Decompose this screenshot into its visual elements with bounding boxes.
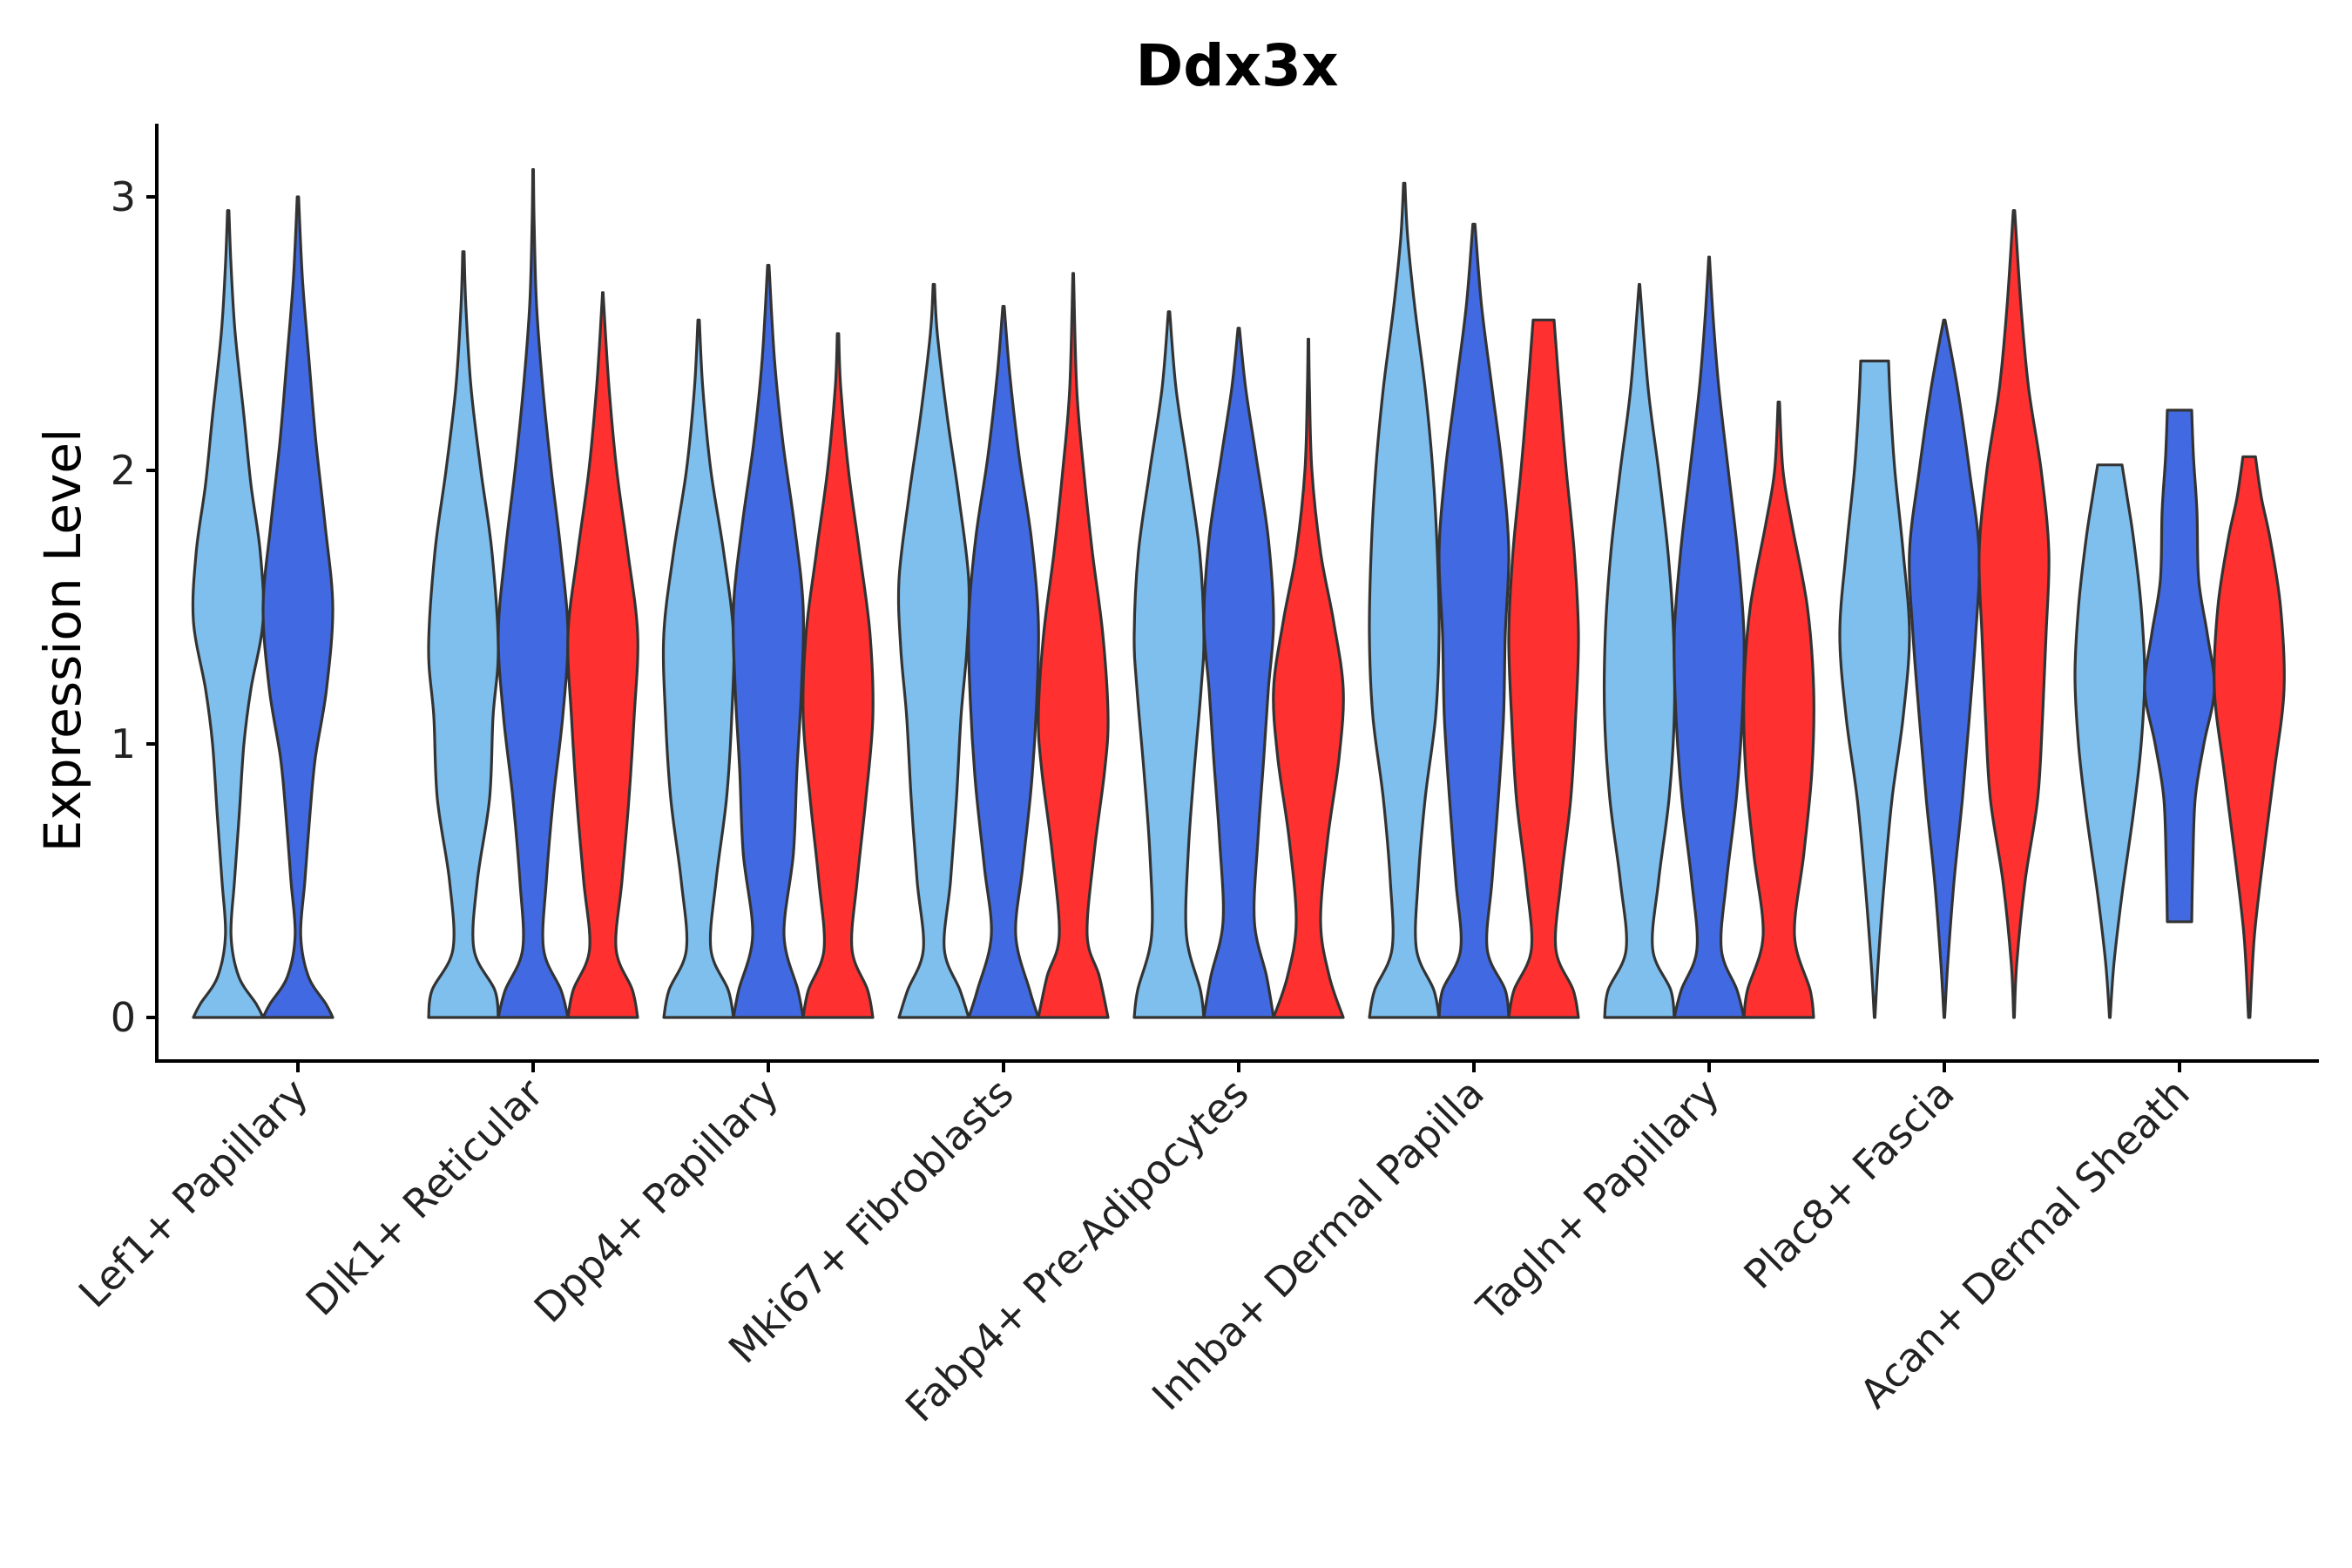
violin-layer	[191, 168, 2286, 1019]
x-tick-label: Lef1+ Papillary	[70, 1070, 317, 1317]
violin-plac8-fascia-group-2	[1908, 318, 1981, 1019]
violin-acan-dermal-sheath-group-3	[2213, 455, 2286, 1019]
violin-tagln-papillary-group-1	[1602, 282, 1677, 1019]
x-tick-label: Tagln+ Papillary	[1467, 1070, 1728, 1331]
y-tick-label: 3	[111, 173, 136, 220]
violin-plac8-fascia-group-3	[1977, 209, 2051, 1019]
violin-dlk1-reticular-group-3	[566, 291, 639, 1019]
violin-plac8-fascia-group-1	[1838, 359, 1911, 1019]
violin-tagln-papillary-group-3	[1742, 400, 1815, 1019]
violin-mki67-fibroblasts-group-2	[967, 305, 1040, 1019]
violin-acan-dermal-sheath-group-2	[2143, 409, 2216, 923]
violin-fabp4-pre-adipocytes-group-1	[1132, 310, 1206, 1019]
violin-dpp4-papillary-group-1	[661, 318, 736, 1019]
chart-title: Ddx3x	[1135, 32, 1338, 99]
y-tick-label: 1	[111, 720, 136, 767]
y-axis-title: Expression Level	[33, 429, 92, 852]
violin-acan-dermal-sheath-group-1	[2073, 463, 2146, 1019]
y-tick-label: 0	[111, 994, 136, 1041]
violin-fabp4-pre-adipocytes-group-2	[1202, 327, 1275, 1019]
violin-inhba-dermal-papilla-group-3	[1507, 318, 1580, 1019]
x-tick-label: Dlk1+ Reticular	[297, 1070, 552, 1325]
violin-mki67-fibroblasts-group-1	[896, 282, 971, 1019]
violin-dlk1-reticular-group-1	[427, 250, 500, 1019]
violin-dpp4-papillary-group-2	[731, 263, 806, 1019]
y-axis-ticks: 0 1 2 3	[111, 173, 157, 1041]
violin-tagln-papillary-group-2	[1673, 255, 1746, 1019]
violin-inhba-dermal-papilla-group-1	[1368, 181, 1441, 1019]
violin-inhba-dermal-papilla-group-2	[1437, 222, 1511, 1019]
violin-dpp4-papillary-group-3	[801, 332, 875, 1019]
y-tick-label: 2	[111, 447, 136, 494]
violin-lef1-papillary-group-1	[191, 209, 266, 1019]
violin-mki67-fibroblasts-group-3	[1037, 272, 1110, 1019]
x-tick-label: Plac8+ Fascia	[1734, 1070, 1963, 1298]
x-tick-label: Dpp4+ Papillary	[525, 1070, 787, 1332]
violin-lef1-papillary-group-2	[261, 195, 335, 1019]
violin-fabp4-pre-adipocytes-group-3	[1272, 337, 1345, 1019]
violin-dlk1-reticular-group-2	[497, 168, 570, 1019]
